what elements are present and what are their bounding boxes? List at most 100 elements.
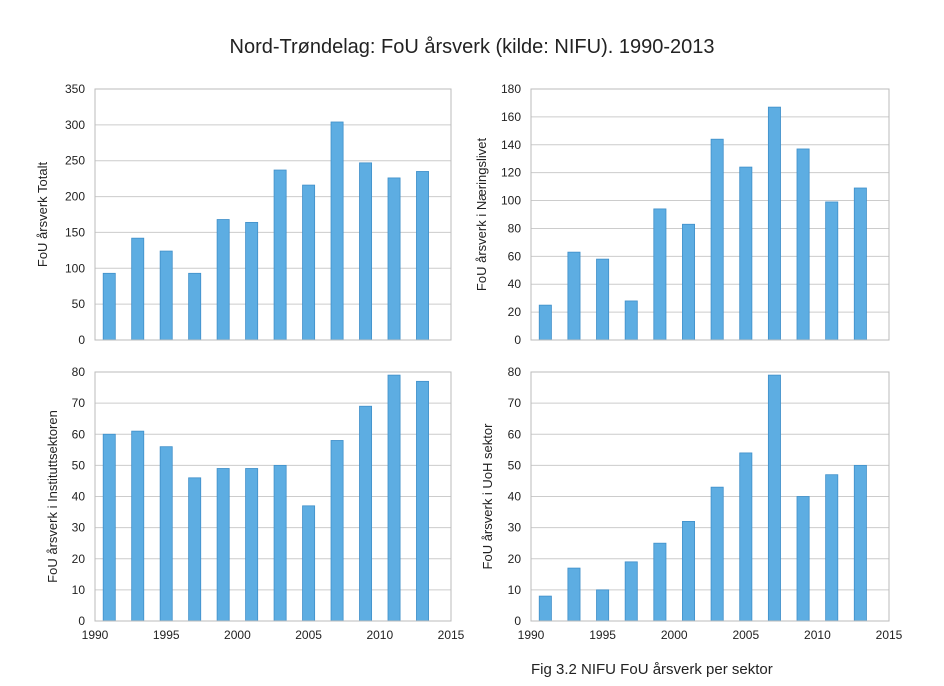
bar: [796, 496, 810, 622]
y-tick-label: 30: [508, 521, 522, 535]
x-tick-label: 2000: [224, 628, 251, 642]
x-tick-label: 2010: [366, 628, 393, 642]
bar: [359, 405, 373, 622]
chart-panel-3: 0 10 20 30 40 50 60 70 80 1990 1995 2000 2005 2010 201…: [45, 365, 465, 642]
bar: [739, 166, 753, 341]
x-tick-label: 1990: [82, 628, 109, 642]
y-tick-label: 40: [72, 490, 86, 504]
bar: [682, 223, 696, 341]
bar: [853, 187, 867, 341]
bar: [710, 486, 724, 622]
x-tick-label: 2015: [438, 628, 465, 642]
bar: [330, 440, 344, 622]
y-tick-label: 20: [508, 552, 522, 566]
bar: [653, 542, 667, 622]
figure-title: Nord-Trøndelag: FoU årsverk (kilde: NIFU…: [229, 36, 715, 58]
x-tick-label: 1995: [589, 628, 616, 642]
x-tick-label: 2010: [804, 628, 831, 642]
bar: [825, 201, 839, 341]
y-tick-label: 40: [508, 277, 522, 291]
y-tick-label: 70: [72, 396, 86, 410]
bar: [624, 300, 638, 341]
y-tick-label: 50: [508, 458, 522, 472]
bar: [216, 219, 230, 341]
bar: [596, 589, 610, 622]
bar: [796, 148, 810, 341]
y-tick-label: 160: [501, 110, 521, 124]
figure-caption: Fig 3.2 NIFU FoU årsverk per sektor: [531, 661, 773, 678]
y-axis-label: FoU årsverk i Næringslivet: [474, 138, 489, 292]
y-tick-label: 30: [72, 521, 86, 535]
bar: [330, 121, 344, 341]
y-tick-label: 100: [501, 194, 521, 208]
y-tick-label: 50: [72, 297, 86, 311]
bar: [538, 304, 552, 341]
x-tick-label: 1990: [518, 628, 545, 642]
x-tick-label: 2000: [661, 628, 688, 642]
bar: [302, 505, 316, 622]
bar: [273, 464, 287, 622]
bar: [596, 258, 610, 341]
bar: [188, 272, 202, 341]
y-tick-label: 250: [65, 154, 85, 168]
y-tick-label: 20: [72, 552, 86, 566]
y-axis-label: FoU årsverk i UoH sektor: [480, 423, 495, 570]
bar: [131, 237, 145, 341]
y-tick-label: 80: [508, 221, 522, 235]
bar: [653, 208, 667, 341]
y-tick-label: 300: [65, 118, 85, 132]
bar: [302, 184, 316, 341]
y-tick-label: 60: [508, 249, 522, 263]
y-tick-label: 100: [65, 261, 85, 275]
y-tick-label: 150: [65, 225, 85, 239]
bar: [416, 380, 429, 622]
bar: [245, 221, 259, 341]
y-tick-label: 60: [508, 427, 522, 441]
bar: [739, 452, 753, 622]
chart-panel-1: 0 50 100 150 200 250 300 350 FoU årsverk Totalt: [35, 82, 452, 347]
bar: [131, 430, 145, 622]
plot-frame: [94, 88, 452, 341]
y-tick-label: 10: [508, 583, 522, 597]
plot-frame: [530, 88, 890, 341]
bar: [538, 595, 552, 622]
y-tick-label: 0: [78, 614, 85, 628]
y-tick-label: 40: [508, 490, 522, 504]
y-tick-label: 200: [65, 190, 85, 204]
x-tick-label: 2015: [876, 628, 903, 642]
y-tick-label: 0: [78, 333, 85, 347]
plot-frame: [530, 371, 890, 622]
y-tick-label: 80: [508, 365, 522, 379]
chart-panel-2: 0 20 40 60 80 100 120 140 160 180 FoU årsverk i Næ…: [474, 82, 890, 347]
bar: [102, 272, 116, 341]
y-tick-label: 0: [514, 614, 521, 628]
bar: [216, 468, 230, 622]
y-tick-label: 350: [65, 82, 85, 96]
y-tick-label: 80: [72, 365, 86, 379]
x-tick-label: 2005: [295, 628, 322, 642]
bar: [159, 250, 173, 341]
bar: [567, 251, 581, 341]
y-axis-label: FoU årsverk Totalt: [35, 161, 50, 267]
x-tick-label: 2005: [732, 628, 759, 642]
bar: [273, 169, 287, 341]
bar: [102, 433, 116, 622]
bar: [767, 106, 781, 341]
plot-frame: [94, 371, 452, 622]
y-tick-label: 120: [501, 166, 521, 180]
bar: [682, 521, 696, 622]
bar: [359, 162, 373, 341]
bar: [387, 374, 401, 622]
bar: [567, 567, 581, 622]
y-tick-label: 180: [501, 82, 521, 96]
chart-panel-4: 0 10 20 30 40 50 60 70 80 1990 1995 2000 2005 2010 201…: [480, 365, 903, 642]
bar: [710, 138, 724, 341]
bar: [188, 477, 202, 622]
bar: [416, 171, 429, 341]
y-tick-label: 60: [72, 427, 86, 441]
bar: [767, 374, 781, 622]
bar: [387, 177, 401, 341]
y-tick-label: 140: [501, 138, 521, 152]
y-tick-label: 20: [508, 305, 522, 319]
